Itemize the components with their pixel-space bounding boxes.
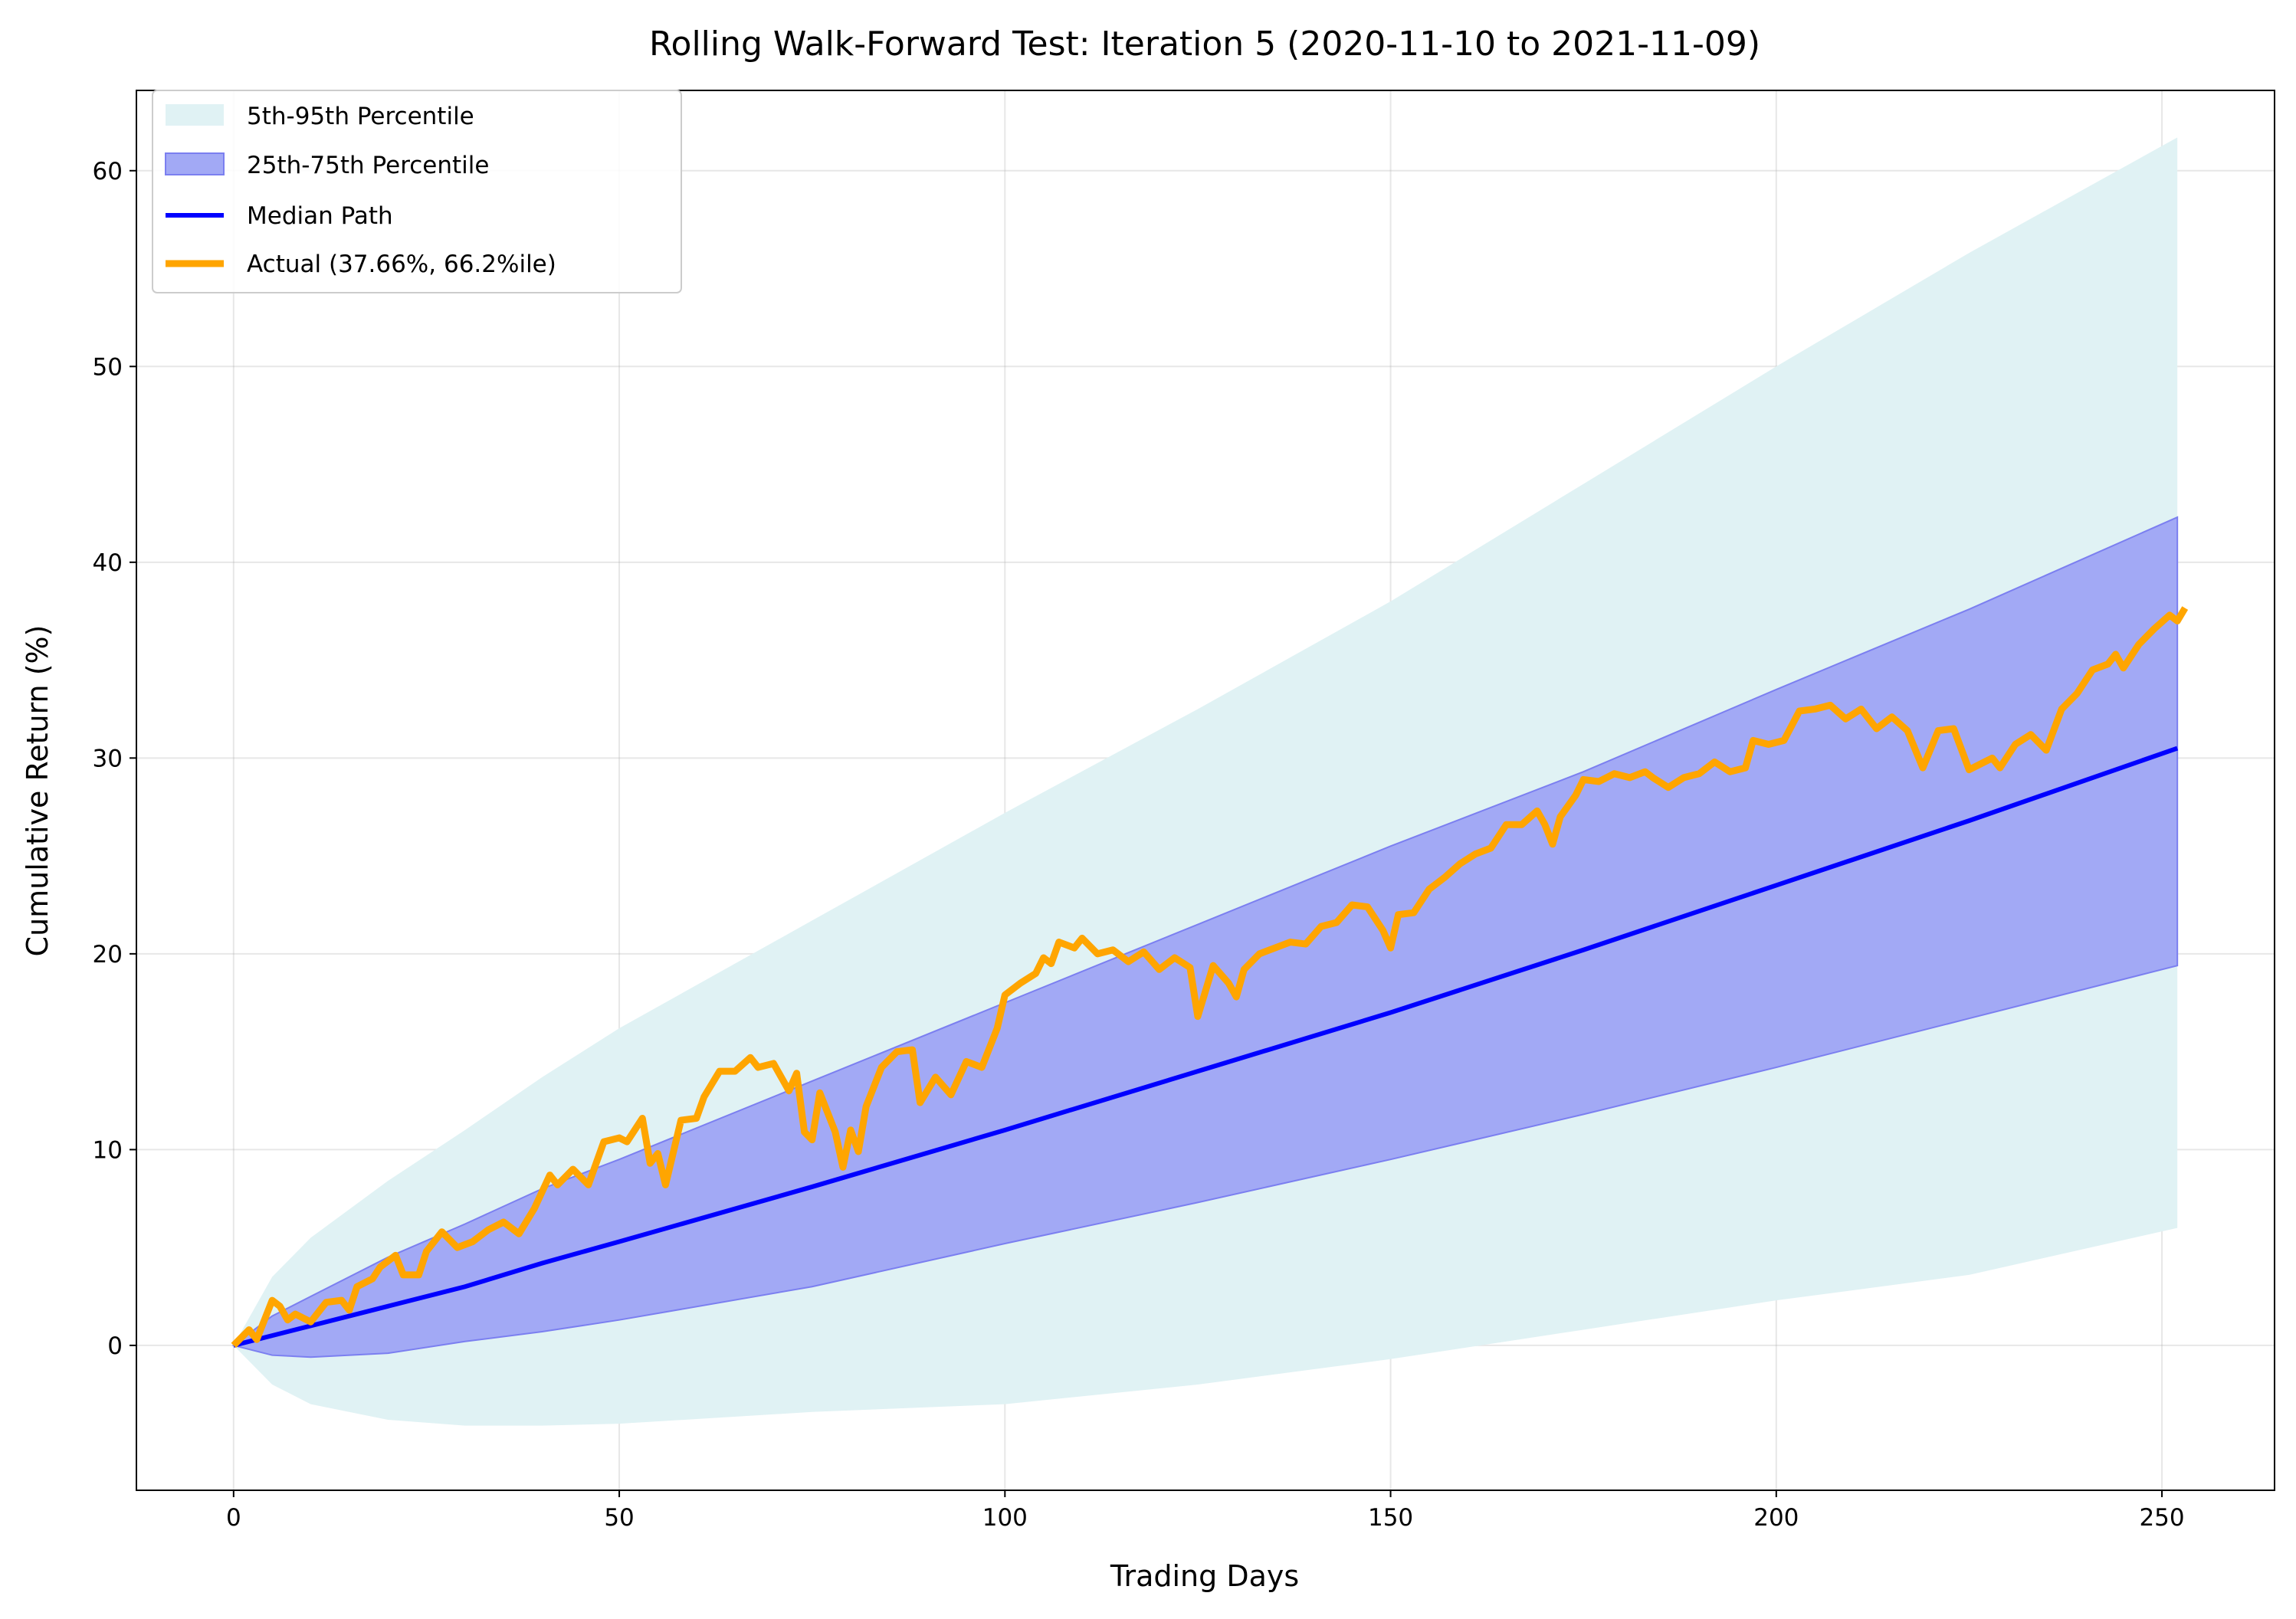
x-tick-label: 250	[2139, 1504, 2184, 1532]
actual-path-line	[231, 606, 2189, 1349]
y-axis-label: Cumulative Return (%)	[21, 625, 54, 957]
y-tick-label: 0	[107, 1332, 123, 1360]
legend-label-median: Median Path	[247, 202, 393, 230]
chart-title: Rolling Walk-Forward Test: Iteration 5 (…	[649, 25, 1760, 64]
legend-label-band-50: 25th-75th Percentile	[247, 152, 489, 179]
legend-label-band-90: 5th-95th Percentile	[247, 103, 474, 130]
legend-swatch-band-50	[165, 152, 225, 175]
x-tick-label: 100	[982, 1504, 1028, 1532]
ticks: 0 50 100 150 200 250 0 10 20 30 40 50 60	[93, 158, 2185, 1532]
y-tick-label: 50	[93, 353, 123, 381]
x-tick-label: 200	[1753, 1504, 1799, 1532]
plot-marks	[231, 137, 2189, 1426]
legend-box	[152, 90, 682, 293]
x-axis-label: Trading Days	[1110, 1559, 1299, 1593]
y-tick-label: 30	[93, 745, 123, 772]
band-25th-75th	[231, 516, 2179, 1358]
band-5th-95th	[233, 137, 2178, 1426]
plot-frame	[136, 90, 2275, 1491]
x-tick-label: 0	[226, 1504, 241, 1532]
median-path-line	[233, 746, 2179, 1348]
legend: 5th-95th Percentile 25th-75th Percentile…	[152, 90, 682, 293]
y-tick-label: 10	[93, 1136, 123, 1164]
x-tick-label: 150	[1368, 1504, 1413, 1532]
x-tick-label: 50	[604, 1504, 634, 1532]
legend-label-actual: Actual (37.66%, 66.2%ile)	[247, 251, 556, 278]
y-tick-label: 40	[93, 549, 123, 577]
y-tick-label: 20	[93, 941, 123, 968]
legend-swatch-band-90	[166, 104, 224, 126]
y-tick-label: 60	[93, 158, 123, 185]
